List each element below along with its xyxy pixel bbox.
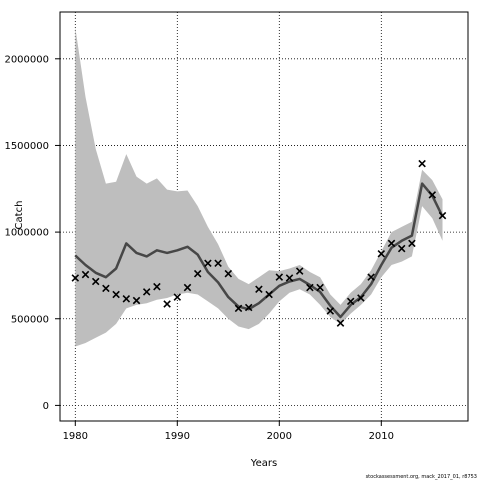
catch-point <box>387 239 396 248</box>
y-tick-label: 2000000 <box>4 54 49 65</box>
catch-point <box>153 282 161 291</box>
catch-point <box>336 319 345 327</box>
catch-point <box>275 273 284 281</box>
catch-point <box>326 307 335 315</box>
catch-point <box>142 288 151 296</box>
y-tick-label: 0 <box>43 401 49 412</box>
catch-point <box>112 290 120 299</box>
x-tick-label: 2010 <box>369 431 394 442</box>
y-axis-title: Catch <box>14 201 25 230</box>
catch-point <box>306 283 314 292</box>
plot-frame <box>59 11 469 422</box>
confidence-band <box>75 27 443 347</box>
catch-point <box>163 300 171 308</box>
catch-point <box>438 211 447 220</box>
catch-point <box>204 259 212 268</box>
catch-point <box>265 290 273 299</box>
y-tick-label: 1500000 <box>4 141 49 152</box>
source-credit: stockassessment.org, mack_2017_01, r8753 <box>366 474 477 480</box>
catch-point <box>122 295 131 303</box>
catch-point <box>428 191 437 199</box>
catch-point <box>224 269 233 278</box>
catch-point <box>214 259 222 268</box>
catch-point <box>408 239 416 248</box>
catch-point <box>71 274 80 282</box>
catch-point <box>193 269 202 278</box>
catch-point <box>173 293 182 301</box>
catch-point <box>357 294 365 302</box>
catch-point <box>132 296 141 305</box>
catch-point <box>295 267 304 275</box>
x-tick-label: 2000 <box>267 431 292 442</box>
y-tick-label: 500000 <box>11 314 49 325</box>
catch-point <box>346 297 355 306</box>
catch-point <box>244 303 253 312</box>
catch-point <box>234 304 243 313</box>
x-tick-label: 1980 <box>63 431 88 442</box>
catch-point <box>367 273 375 281</box>
y-axis: 0 500000 1000000 1500000 2000000 <box>4 54 60 412</box>
catch-point <box>81 270 90 279</box>
catch-point <box>377 249 386 258</box>
catch-point <box>183 283 192 292</box>
catch-point <box>102 284 110 293</box>
catch-point <box>418 159 426 168</box>
y-tick-label: 1000000 <box>4 228 49 239</box>
catch-point <box>91 277 100 286</box>
catch-point <box>397 244 406 253</box>
x-axis-title: Years <box>250 458 277 469</box>
x-tick-label: 1990 <box>165 431 190 442</box>
catch-point <box>255 285 263 294</box>
catch-point <box>316 283 324 292</box>
estimated-catch-line <box>74 182 444 319</box>
catch-point <box>285 274 294 282</box>
x-axis: 1980 1990 2000 2010 <box>63 421 394 442</box>
observed-catch-points <box>71 159 447 327</box>
